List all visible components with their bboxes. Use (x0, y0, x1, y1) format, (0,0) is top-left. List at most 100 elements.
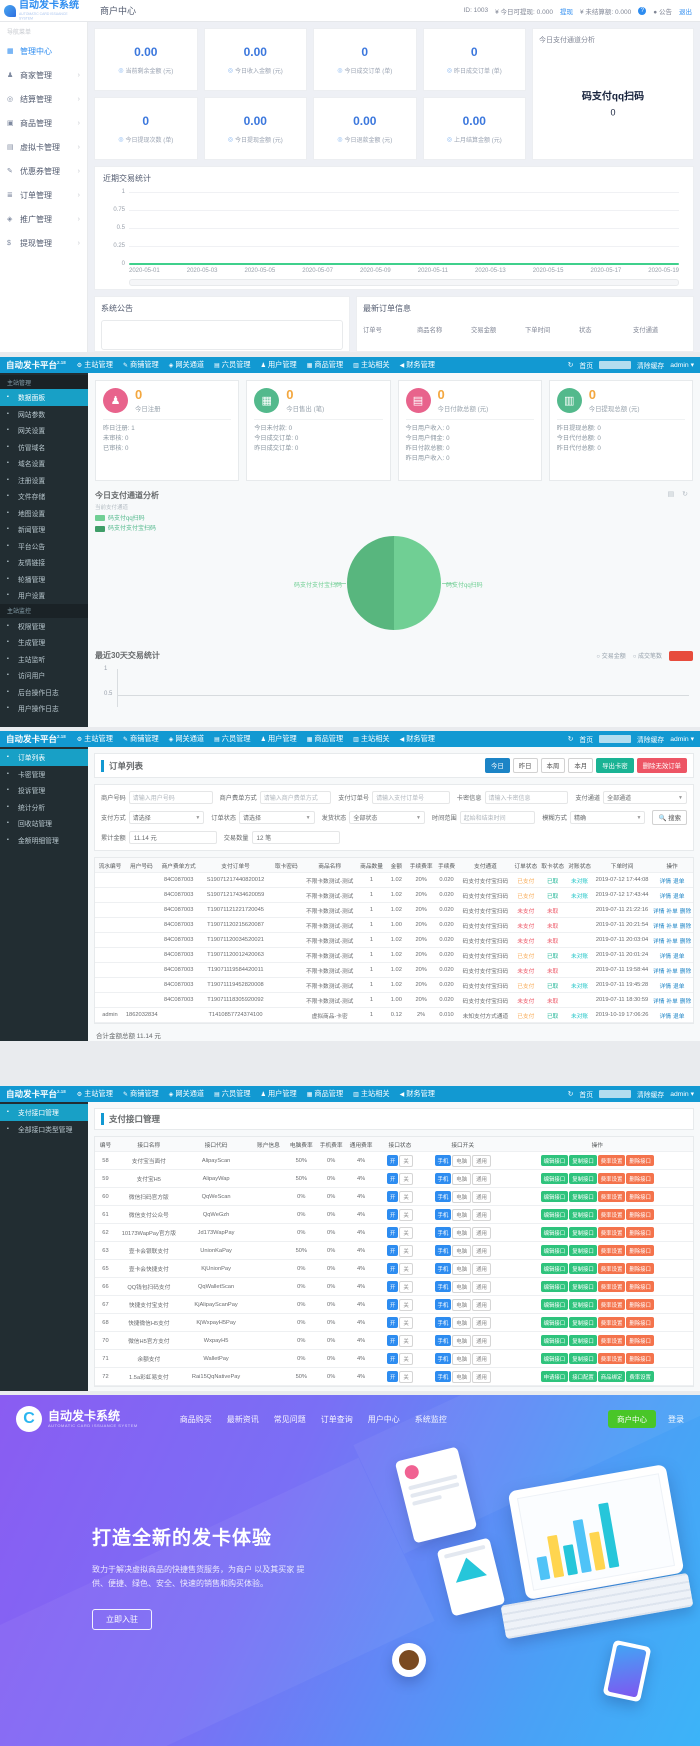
sidebar-item-生成管理[interactable]: ▪ 生成管理 (0, 634, 88, 651)
sidebar-item-订单管理[interactable]: ≣ 订单管理 › (0, 183, 87, 207)
action-删除[interactable]: 删除 (679, 968, 692, 975)
action-删除接口[interactable]: 删除接口 (626, 1245, 654, 1256)
toggle-off-button[interactable]: 关 (399, 1298, 413, 1311)
toggle-off-button[interactable]: 关 (399, 1262, 413, 1275)
action-详情[interactable]: 详情 (653, 923, 665, 930)
action-复制接口[interactable]: 复制接口 (569, 1245, 597, 1256)
switch-电脑[interactable]: 电脑 (452, 1190, 472, 1203)
sidebar-item-权限管理[interactable]: ▪ 权限管理 (0, 618, 88, 635)
sidebar-item-友情链接[interactable]: ▪ 友情链接 (0, 554, 88, 571)
toolbar-button-本月[interactable]: 本月 (568, 758, 594, 773)
filter-input[interactable]: 请输入支付订单号 (372, 791, 450, 804)
toggle-off-button[interactable]: 关 (399, 1226, 413, 1239)
sidebar-item-主站监听[interactable]: ▪ 主站监听 (0, 651, 88, 668)
sidebar-item-新闻管理[interactable]: ▪ 新闻管理 (0, 521, 88, 538)
switch-通用[interactable]: 通用 (472, 1334, 491, 1347)
action-补单[interactable]: 补单 (666, 908, 678, 915)
sidebar-item-提现管理[interactable]: $ 提现管理 › (0, 231, 87, 255)
sidebar-item-商品管理[interactable]: ▣ 商品管理 › (0, 111, 87, 135)
switch-电脑[interactable]: 电脑 (452, 1244, 472, 1257)
search-button[interactable]: 🔍 搜索 (652, 810, 687, 825)
sidebar-item-文件存储[interactable]: ▪ 文件存储 (0, 488, 88, 505)
toolbar-button-删除无效订单[interactable]: 删除无效订单 (636, 758, 687, 773)
switch-通用[interactable]: 通用 (472, 1298, 491, 1311)
action-补单[interactable]: 补单 (666, 923, 678, 930)
action-补单[interactable]: 补单 (666, 968, 678, 975)
action-补单[interactable]: 补单 (666, 938, 678, 945)
action-费率设置[interactable]: 费率设置 (597, 1335, 626, 1346)
join-now-button[interactable]: 立即入驻 (92, 1608, 152, 1630)
sidebar-item-域名设置[interactable]: ▪ 域名设置 (0, 455, 88, 472)
action-费率设置[interactable]: 费率设置 (597, 1245, 626, 1256)
switch-电脑[interactable]: 电脑 (452, 1208, 472, 1221)
switch-手机[interactable]: 手机 (434, 1155, 452, 1166)
action-删除[interactable]: 删除 (679, 923, 692, 930)
action-退单[interactable]: 退单 (673, 983, 685, 990)
action-详情[interactable]: 详情 (653, 998, 665, 1005)
sidebar-item-优惠券管理[interactable]: ✎ 优惠券管理 › (0, 159, 87, 183)
action-费率设置[interactable]: 费率设置 (597, 1281, 626, 1292)
nav-item-主站相关[interactable]: ▥ 主站相关 (348, 1086, 394, 1102)
nav-item-主站相关[interactable]: ▥ 主站相关 (348, 357, 394, 373)
toolbar-button-本周[interactable]: 本周 (540, 758, 566, 773)
user-menu[interactable]: admin ▾ (670, 736, 694, 743)
switch-手机[interactable]: 手机 (434, 1353, 452, 1364)
logout-link[interactable]: 退出 (679, 8, 692, 16)
action-删除接口[interactable]: 删除接口 (626, 1263, 654, 1274)
action-编辑接口[interactable]: 编辑接口 (540, 1335, 569, 1346)
nav-item-网关通道[interactable]: ◈ 网关通道 (164, 731, 209, 747)
action-退单[interactable]: 退单 (673, 953, 685, 960)
action-复制接口[interactable]: 复制接口 (569, 1173, 597, 1184)
nav-item-六员管理[interactable]: ▤ 六员管理 (209, 731, 255, 747)
switch-通用[interactable]: 通用 (472, 1370, 491, 1383)
merchant-center-button[interactable]: 商户中心 (608, 1410, 656, 1428)
sidebar-item-回收站管理[interactable]: ▪ 回收站管理 (0, 815, 88, 832)
legend-item[interactable]: 码支付支付宝扫码 (95, 524, 693, 534)
sidebar-item-用户操作日志[interactable]: ▪ 用户操作日志 (0, 700, 88, 717)
action-删除[interactable]: 删除 (679, 998, 692, 1005)
toggle-off-button[interactable]: 关 (399, 1334, 413, 1347)
landing-nav-订单查询[interactable]: 订单查询 (320, 1414, 353, 1424)
refresh-icon[interactable]: ↻ (567, 736, 574, 743)
switch-电脑[interactable]: 电脑 (452, 1172, 472, 1185)
nav-item-网关通道[interactable]: ◈ 网关通道 (164, 357, 209, 373)
switch-手机[interactable]: 手机 (434, 1335, 452, 1346)
toolbar-button-今日[interactable]: 今日 (484, 758, 510, 773)
nav-item-主站管理[interactable]: ⚙ 主站管理 (72, 357, 118, 373)
switch-通用[interactable]: 通用 (472, 1190, 491, 1203)
switch-通用[interactable]: 通用 (472, 1154, 491, 1167)
nav-item-用户管理[interactable]: ♟ 用户管理 (256, 731, 302, 747)
sidebar-item-金额明细管理[interactable]: ▪ 金额明细管理 (0, 832, 88, 849)
action-费率设置[interactable]: 费率设置 (597, 1191, 626, 1202)
clear-cache-link[interactable]: 清除缓存 (637, 363, 665, 370)
action-复制接口[interactable]: 复制接口 (569, 1335, 597, 1346)
action-复制接口[interactable]: 复制接口 (569, 1263, 597, 1274)
platform-brand[interactable]: 自动发卡平台2.18 (6, 1089, 66, 1099)
user-menu[interactable]: admin ▾ (670, 362, 694, 369)
action-编辑接口[interactable]: 编辑接口 (540, 1263, 569, 1274)
switch-手机[interactable]: 手机 (434, 1299, 452, 1310)
merchant-logo[interactable]: 自动发卡系统 AUTOMATIC CARD ISSUANCE SYSTEM (0, 0, 88, 21)
sidebar-item-统计分析[interactable]: ▪ 统计分析 (0, 799, 88, 816)
toggle-off-button[interactable]: 关 (399, 1208, 413, 1221)
action-复制接口[interactable]: 复制接口 (569, 1281, 597, 1292)
landing-nav-常见问题[interactable]: 常见问题 (273, 1414, 306, 1424)
sidebar-item-轮播管理[interactable]: ▪ 轮播管理 (0, 571, 88, 588)
action-删除接口[interactable]: 删除接口 (626, 1353, 654, 1364)
platform-brand[interactable]: 自动发卡平台2.18 (6, 734, 66, 744)
nav-item-商品管理[interactable]: ▦ 商品管理 (302, 357, 348, 373)
action-复制接口[interactable]: 复制接口 (569, 1317, 597, 1328)
action-删除接口[interactable]: 删除接口 (626, 1281, 654, 1292)
nav-item-商铺管理[interactable]: ✎ 商铺管理 (118, 1086, 164, 1102)
switch-电脑[interactable]: 电脑 (452, 1370, 472, 1383)
action-复制接口[interactable]: 复制接口 (569, 1191, 597, 1202)
action-退单[interactable]: 退单 (673, 893, 685, 900)
legend-count[interactable]: ○ 成交笔数 (632, 654, 662, 661)
switch-手机[interactable]: 手机 (434, 1317, 452, 1328)
toggle-off-button[interactable]: 关 (399, 1280, 413, 1293)
action-费率设置[interactable]: 费率设置 (597, 1155, 626, 1166)
filter-input[interactable]: 请输入卡密信息 (484, 791, 569, 804)
action-详情[interactable]: 详情 (659, 893, 672, 900)
action-删除接口[interactable]: 删除接口 (626, 1191, 654, 1202)
action-申请接口[interactable]: 申请接口 (540, 1371, 569, 1382)
